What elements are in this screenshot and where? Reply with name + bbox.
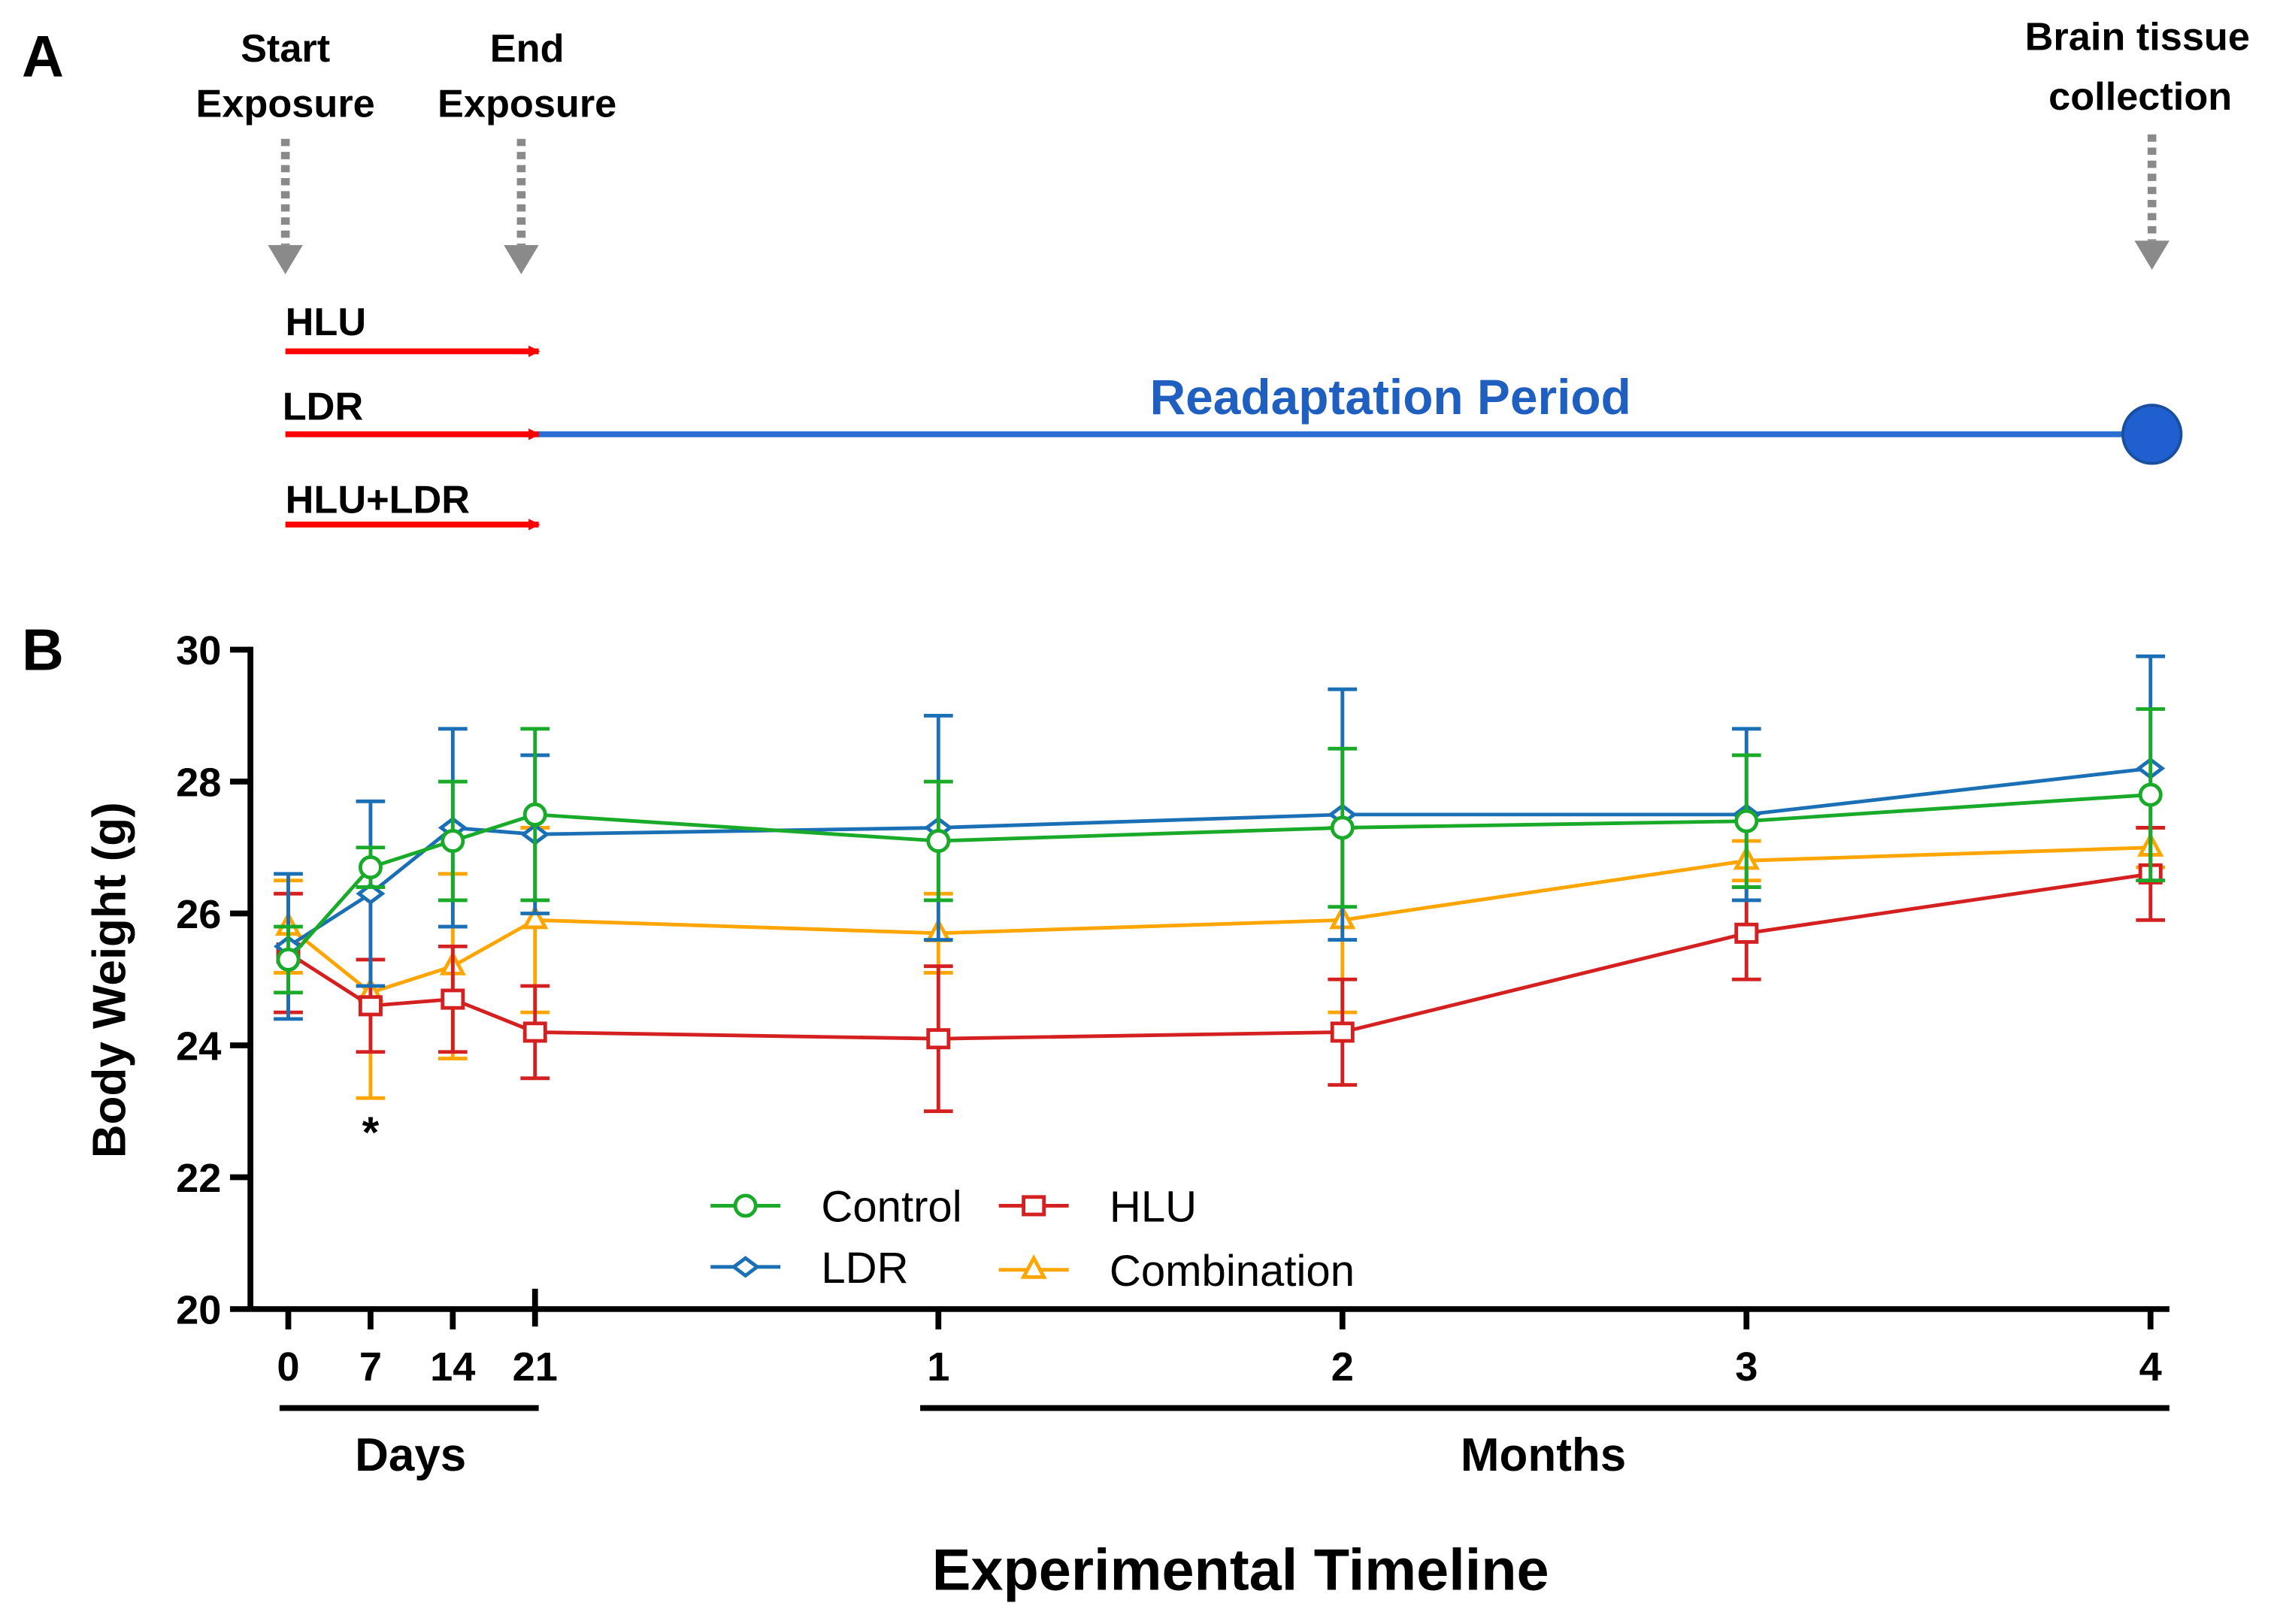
dotted-arrow-icon xyxy=(268,138,303,274)
series-line xyxy=(286,793,2151,961)
group-label-hlu-ldr: HLU+LDR xyxy=(286,478,470,522)
data-point xyxy=(358,995,383,1017)
x-tick-label: 21 xyxy=(513,1344,558,1390)
data-point xyxy=(441,988,465,1010)
panel-b-label: B xyxy=(22,618,64,683)
panel-a-label: A xyxy=(22,24,64,89)
square-marker-icon xyxy=(1022,1195,1046,1217)
legend-item-control: Control xyxy=(710,1183,962,1232)
data-point xyxy=(276,947,301,972)
group-label-hlu: HLU xyxy=(286,301,366,344)
panel-a-timeline: A Start Exposure End Exposure Brain tissue… xyxy=(22,16,2250,531)
x-tick-label: 3 xyxy=(1735,1344,1758,1390)
x-tick-label: 4 xyxy=(2139,1344,2162,1390)
x-tick-label: 2 xyxy=(1331,1344,1354,1390)
panel-b-chart: B Body Weight (g) Experimental Timeline … xyxy=(22,618,2169,1603)
y-tick-label: 22 xyxy=(176,1156,221,1201)
legend-label: HLU xyxy=(1110,1183,1197,1232)
data-point xyxy=(358,855,383,880)
y-tick-label: 28 xyxy=(176,760,221,805)
series-combination xyxy=(274,826,2166,1100)
legend-label: LDR xyxy=(821,1244,908,1293)
data-point xyxy=(926,1028,951,1050)
dotted-arrow-icon xyxy=(504,138,539,274)
legend-label: Combination xyxy=(1110,1247,1355,1296)
significance-annotation: * xyxy=(362,1108,380,1157)
days-label: Days xyxy=(355,1429,466,1481)
series-line xyxy=(286,845,2151,995)
brain-collection-label: Brain tissue collection xyxy=(2025,16,2250,119)
data-point xyxy=(441,829,465,853)
triangle-marker-icon xyxy=(1020,1254,1047,1279)
data-point xyxy=(522,802,547,827)
data-point xyxy=(522,904,549,930)
y-tick-label: 30 xyxy=(176,628,221,673)
collection-marker xyxy=(2121,404,2183,465)
readaptation-period-label: Readaptation Period xyxy=(1150,369,1631,425)
y-tick-label: 26 xyxy=(176,892,221,937)
legend-item-hlu: HLU xyxy=(998,1183,1197,1232)
x-tick-label: 0 xyxy=(277,1344,299,1390)
group-label-ldr: LDR xyxy=(283,386,363,429)
data-point xyxy=(1734,922,1759,944)
circle-marker-icon xyxy=(733,1193,758,1218)
data-point xyxy=(2138,782,2163,807)
data-point xyxy=(926,829,951,853)
series-line xyxy=(287,872,2151,1041)
x-axis-label: Experimental Timeline xyxy=(932,1538,1549,1603)
legend-item-ldr: LDR xyxy=(710,1244,909,1293)
series-control xyxy=(274,707,2166,995)
legend-item-combination: Combination xyxy=(998,1247,1355,1296)
series-line xyxy=(287,767,2151,948)
y-tick-label: 24 xyxy=(176,1024,221,1069)
y-tick-label: 20 xyxy=(176,1287,221,1332)
y-axis-label: Body Weight (g) xyxy=(84,802,136,1158)
end-exposure-label: End Exposure xyxy=(438,27,616,126)
x-tick-label: 14 xyxy=(430,1344,475,1390)
start-exposure-label: Start Exposure xyxy=(195,27,374,126)
series-hlu xyxy=(274,826,2166,1114)
dotted-arrow-icon xyxy=(2134,134,2169,271)
data-point xyxy=(1330,815,1355,840)
x-tick-label: 7 xyxy=(359,1344,382,1390)
legend: Control LDR HLU Combination xyxy=(710,1183,1355,1296)
diamond-marker-icon xyxy=(731,1256,761,1278)
data-point xyxy=(522,1021,547,1043)
legend-label: Control xyxy=(821,1183,961,1232)
series-ldr xyxy=(273,654,2166,1021)
months-label: Months xyxy=(1461,1429,1626,1481)
data-point xyxy=(1734,809,1759,833)
data-point xyxy=(1330,1021,1355,1043)
x-tick-label: 1 xyxy=(927,1344,949,1390)
